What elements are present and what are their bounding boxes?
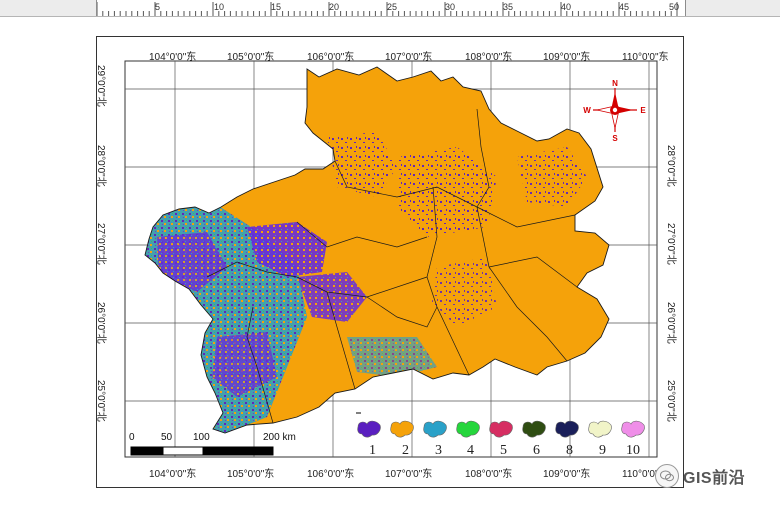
lon-label-bottom: 107°0'0"东	[385, 469, 433, 480]
legend-swatch-8	[555, 420, 579, 438]
lon-label-bottom: 110°0'0"东	[622, 469, 669, 480]
ruler-ticks	[97, 2, 678, 16]
compass-letter-e: E	[640, 106, 646, 115]
scalebar-segment	[202, 446, 274, 456]
north-arrow: N S W E	[583, 79, 646, 143]
ruler-label: 5	[155, 2, 161, 12]
lat-label-right: 27°0'0"北	[665, 223, 676, 265]
ruler-label: 25	[387, 2, 398, 12]
legend-swatch-10	[621, 420, 645, 438]
lon-label-bottom: 106°0'0"东	[307, 469, 355, 480]
wechat-icon	[655, 464, 679, 488]
lon-label-top: 109°0'0"东	[543, 52, 591, 63]
prefecture-boundary	[334, 160, 576, 228]
legend-label: 5	[500, 443, 507, 458]
scalebar-label: 0	[129, 432, 135, 443]
lon-label-top: 105°0'0"东	[227, 52, 275, 63]
prefecture-boundary	[326, 291, 356, 390]
legend-swatch-1	[357, 420, 381, 438]
ruler-label: 10	[214, 2, 225, 12]
sparse-class1-patch	[517, 147, 587, 207]
dense-class1-patch	[247, 222, 327, 277]
legend-label: 10	[626, 443, 640, 458]
lat-label-right: 26°0'0"北	[665, 302, 676, 344]
prefecture-boundary	[296, 221, 428, 248]
scalebar-segment	[162, 446, 204, 456]
lat-label-left: 27°0'0"北	[95, 223, 106, 265]
legend-label: 6	[533, 443, 540, 458]
landcover-raster	[145, 67, 609, 433]
lon-label-top: 110°0'0"东	[622, 52, 669, 63]
lon-label-top: 106°0'0"东	[307, 52, 355, 63]
compass-letter-n: N	[612, 79, 618, 88]
lat-label-left: 26°0'0"北	[95, 302, 106, 344]
prefecture-boundary	[476, 108, 490, 208]
ruler-label: 40	[561, 2, 572, 12]
lat-label-left: 29°0'0"北	[95, 65, 106, 107]
scalebar	[130, 446, 274, 456]
ruler-strip: 5 10 15 20 25 30 35 40 45 50	[96, 0, 686, 16]
sparse-class1-patch	[432, 257, 497, 327]
lat-label-left: 25°0'0"北	[95, 380, 106, 422]
ruler-label: 20	[329, 2, 340, 12]
legend-label: 9	[599, 443, 606, 458]
lon-label-bottom: 109°0'0"东	[543, 469, 591, 480]
legend-swatch-3	[423, 420, 447, 438]
legend-swatch-5	[489, 420, 513, 438]
scalebar-label: 200 km	[263, 432, 296, 443]
top-ruler: 5 10 15 20 25 30 35 40 45 50	[0, 0, 780, 17]
lon-label-bottom: 105°0'0"东	[227, 469, 275, 480]
legend	[356, 412, 645, 438]
prefecture-boundary	[488, 256, 578, 288]
dense-class1-patch	[157, 232, 227, 292]
lon-label-top: 108°0'0"东	[465, 52, 513, 63]
legend-label: 1	[369, 443, 376, 458]
legend-label: 8	[566, 443, 573, 458]
mixed-cover-zone	[347, 337, 437, 377]
lon-label-top: 104°0'0"东	[149, 52, 197, 63]
legend-swatch-6	[522, 420, 546, 438]
compass-letter-s: S	[612, 134, 618, 143]
compass-center-dot	[612, 107, 618, 113]
dense-class1-patch	[297, 272, 367, 322]
scalebar-label: 100	[193, 432, 210, 443]
legend-label: 2	[402, 443, 409, 458]
lat-label-right: 28°0'0"北	[665, 145, 676, 187]
legend-swatch-9	[588, 420, 612, 438]
ruler-label: 35	[503, 2, 514, 12]
ruler-label: 30	[445, 2, 456, 12]
lon-label-bottom: 104°0'0"东	[149, 469, 197, 480]
legend-swatch-2	[390, 420, 414, 438]
ruler-label: 50	[669, 2, 680, 12]
legend-label: 3	[435, 443, 442, 458]
prefecture-boundary	[246, 306, 274, 424]
lat-label-left: 28°0'0"北	[95, 145, 106, 187]
scalebar-label: 50	[161, 432, 173, 443]
watermark: GIS前沿	[655, 464, 745, 488]
lat-label-right: 25°0'0"北	[665, 380, 676, 422]
lon-label-bottom: 108°0'0"东	[465, 469, 513, 480]
legend-swatch-4	[456, 420, 480, 438]
watermark-text: GIS前沿	[683, 470, 746, 487]
lon-label-top: 107°0'0"东	[385, 52, 433, 63]
ruler-label: 15	[271, 2, 282, 12]
prefecture-boundary	[476, 206, 568, 362]
scalebar-segment	[130, 446, 164, 456]
legend-label: 4	[467, 443, 474, 458]
prefecture-boundary	[366, 296, 438, 328]
province-outline	[144, 66, 610, 434]
map-canvas[interactable]: N S W E	[97, 37, 685, 489]
compass-letter-w: W	[583, 106, 591, 115]
ruler-label: 45	[619, 2, 630, 12]
map-layout-frame[interactable]: N S W E 104°0'0"东 105°0'0"东 106°0'0"东 107°0…	[95, 36, 685, 489]
